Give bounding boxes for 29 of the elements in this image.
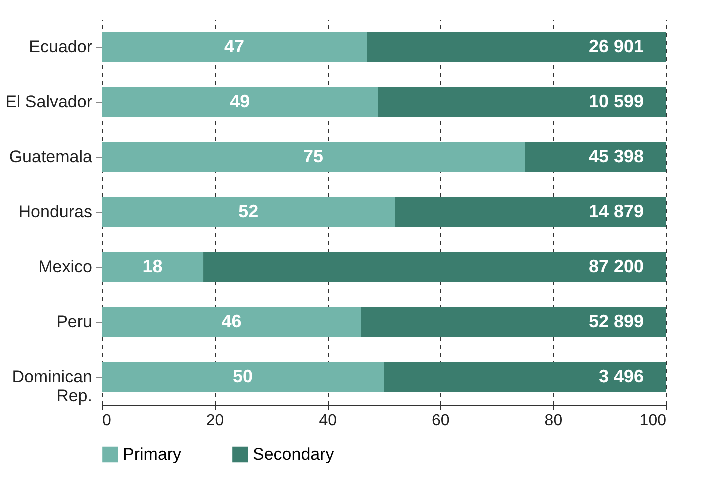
data-label: 46 xyxy=(222,312,242,332)
y-tick-label: El Salvador xyxy=(6,92,93,112)
data-label: 52 xyxy=(238,202,259,222)
data-label: 75 xyxy=(303,146,324,166)
legend-label: Primary xyxy=(123,444,182,464)
y-tick-label: Honduras xyxy=(18,202,92,222)
data-label: 49 xyxy=(230,92,250,112)
legend-label: Secondary xyxy=(253,444,335,464)
x-tick-label: 60 xyxy=(432,412,450,430)
y-tick-label: Guatemala xyxy=(9,148,94,166)
y-tick-label: Ecuador xyxy=(29,38,93,56)
annotation: 52 899 xyxy=(588,312,644,332)
x-tick-label: 0 xyxy=(102,412,112,430)
data-label: 18 xyxy=(142,256,163,276)
y-tick-label: Dominican Rep. xyxy=(12,368,92,406)
annotation: 26 901 xyxy=(588,36,644,56)
y-tick-label: Mexico xyxy=(38,258,92,276)
annotation: 10 599 xyxy=(588,92,644,112)
annotation: 14 879 xyxy=(588,202,644,222)
data-label: 50 xyxy=(232,366,254,386)
annotation: 3 496 xyxy=(598,366,644,386)
y-tick-label: Peru xyxy=(56,312,92,332)
x-tick-label: 80 xyxy=(544,412,563,430)
x-tick-label: 20 xyxy=(206,412,224,430)
annotation: 87 200 xyxy=(588,256,644,276)
x-tick-label: 100 xyxy=(640,412,667,430)
data-label: 47 xyxy=(224,36,245,56)
annotation: 45 398 xyxy=(588,146,644,166)
x-tick-label: 40 xyxy=(319,412,338,430)
